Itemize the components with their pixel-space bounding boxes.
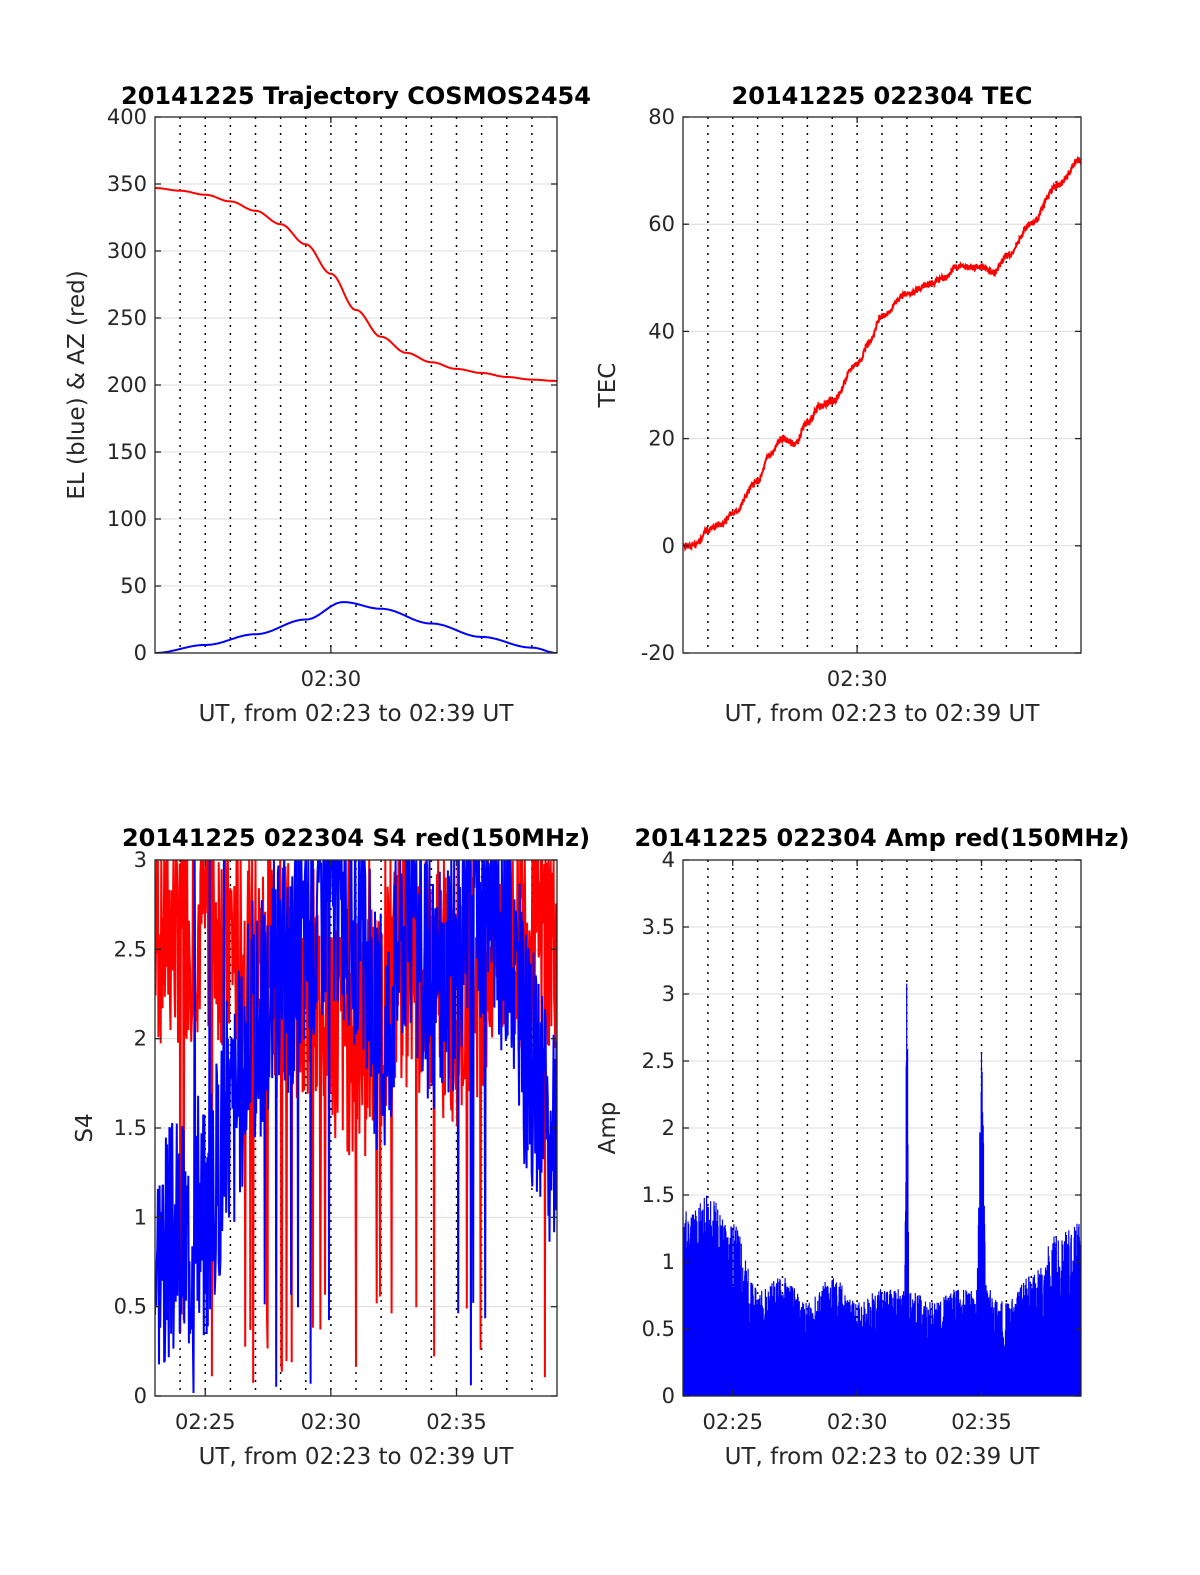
panel-trajectory: 20141225 Trajectory COSMOS2454 UT, from … bbox=[64, 82, 591, 727]
y-tick-label: 50 bbox=[120, 574, 147, 598]
y-tick-label: 2 bbox=[134, 1027, 147, 1051]
y-tick-label: 2 bbox=[662, 1116, 675, 1140]
panel-title: 20141225 022304 TEC bbox=[732, 82, 1033, 110]
y-tick-label: -20 bbox=[641, 641, 675, 665]
y-tick-label: 20 bbox=[648, 427, 675, 451]
series-line-0 bbox=[155, 860, 557, 1383]
x-tick-label: 02:30 bbox=[827, 667, 888, 691]
y-tick-label: 1.5 bbox=[642, 1183, 675, 1207]
y-tick-label: 1 bbox=[662, 1250, 675, 1274]
x-tick-label: 02:30 bbox=[301, 1410, 362, 1434]
panel-title: 20141225 022304 Amp red(150MHz) bbox=[635, 824, 1130, 852]
y-tick-label: 350 bbox=[107, 172, 147, 196]
series-line-1 bbox=[155, 860, 557, 1394]
panel-tec: 20141225 022304 TEC UT, from 02:23 to 02… bbox=[595, 82, 1082, 727]
y-tick-label: 0 bbox=[134, 641, 147, 665]
y-tick-label: 1.5 bbox=[114, 1116, 147, 1140]
y-tick-label: 3.5 bbox=[642, 915, 675, 939]
panel-amp: 20141225 022304 Amp red(150MHz) UT, from… bbox=[595, 824, 1129, 1470]
y-tick-label: 100 bbox=[107, 507, 147, 531]
y-tick-label: 3 bbox=[662, 982, 675, 1006]
y-axis-label: EL (blue) & AZ (red) bbox=[64, 270, 90, 499]
series-line-0 bbox=[155, 187, 557, 382]
axes-frame bbox=[682, 116, 1082, 654]
y-tick-label: 300 bbox=[107, 239, 147, 263]
y-tick-label: 3 bbox=[134, 848, 147, 872]
y-tick-label: 250 bbox=[107, 306, 147, 330]
series-line-0 bbox=[683, 155, 1081, 552]
y-tick-label: 400 bbox=[107, 105, 147, 129]
panel-s4: 20141225 022304 S4 red(150MHz) UT, from … bbox=[72, 824, 590, 1470]
x-tick-label: 02:30 bbox=[827, 1410, 888, 1434]
x-tick-label: 02:35 bbox=[426, 1410, 487, 1434]
x-axis-label: UT, from 02:23 to 02:39 UT bbox=[199, 1444, 515, 1470]
x-axis-label: UT, from 02:23 to 02:39 UT bbox=[725, 1444, 1041, 1470]
x-axis-label: UT, from 02:23 to 02:39 UT bbox=[199, 701, 515, 727]
y-tick-label: 0 bbox=[662, 534, 675, 558]
series-line-0 bbox=[683, 983, 1081, 1396]
panel-title: 20141225 022304 S4 red(150MHz) bbox=[122, 824, 590, 852]
x-tick-label: 02:25 bbox=[702, 1410, 763, 1434]
x-axis-label: UT, from 02:23 to 02:39 UT bbox=[725, 701, 1041, 727]
y-tick-label: 40 bbox=[648, 319, 675, 343]
y-tick-label: 0 bbox=[662, 1384, 675, 1408]
x-tick-label: 02:35 bbox=[951, 1410, 1012, 1434]
x-tick-label: 02:25 bbox=[175, 1410, 236, 1434]
x-tick-label: 02:30 bbox=[301, 667, 362, 691]
y-tick-label: 2.5 bbox=[642, 1049, 675, 1073]
y-tick-label: 4 bbox=[662, 848, 675, 872]
y-axis-label: S4 bbox=[72, 1113, 98, 1142]
y-tick-label: 1 bbox=[134, 1205, 147, 1229]
y-tick-label: 0.5 bbox=[642, 1317, 675, 1341]
panel-title: 20141225 Trajectory COSMOS2454 bbox=[121, 82, 591, 110]
y-tick-label: 80 bbox=[648, 105, 675, 129]
series-line-1 bbox=[155, 601, 557, 653]
y-tick-label: 60 bbox=[648, 212, 675, 236]
y-axis-label: Amp bbox=[595, 1102, 621, 1155]
y-tick-label: 0.5 bbox=[114, 1295, 147, 1319]
y-axis-label: TEC bbox=[595, 363, 621, 409]
y-tick-label: 150 bbox=[107, 440, 147, 464]
y-tick-label: 2.5 bbox=[114, 937, 147, 961]
y-tick-label: 0 bbox=[134, 1384, 147, 1408]
y-tick-label: 200 bbox=[107, 373, 147, 397]
